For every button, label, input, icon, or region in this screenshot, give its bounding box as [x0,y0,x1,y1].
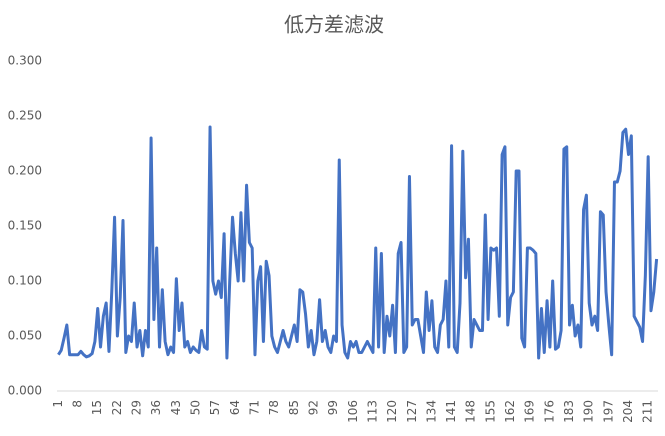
y-tick-label: 0.150 [8,219,42,233]
x-tick-label: 78 [267,400,281,415]
x-tick-label: 183 [562,400,576,423]
x-tick-label: 141 [444,400,458,423]
x-tick-label: 99 [326,400,340,415]
x-tick-label: 22 [110,400,124,415]
x-tick-label: 36 [149,400,163,415]
x-tick-label: 57 [208,400,222,415]
x-tick-label: 169 [523,400,537,423]
x-tick-label: 64 [228,400,242,415]
y-tick-label: 0.100 [8,274,42,288]
x-tick-label: 211 [641,400,655,423]
x-tick-label: 8 [71,400,85,408]
x-tick-label: 148 [464,400,478,423]
x-tick-label: 197 [601,400,615,423]
x-tick-label: 71 [247,400,261,415]
x-tick-label: 155 [483,400,497,423]
x-tick-label: 29 [130,400,144,415]
x-tick-label: 127 [405,400,419,423]
x-tick-label: 50 [189,400,203,415]
data-line [57,125,659,360]
x-tick-label: 190 [582,400,596,423]
x-tick-label: 92 [306,400,320,415]
y-tick-label: 0.250 [8,109,42,123]
y-tick-label: 0.200 [8,164,42,178]
x-tick-label: 85 [287,400,301,415]
x-tick-label: 162 [503,400,517,423]
x-tick-label: 120 [385,400,399,423]
x-tick-label: 134 [424,400,438,423]
x-tick-label: 15 [90,400,104,415]
y-tick-label: 0.000 [8,384,42,398]
chart-title: 低方差滤波 [284,13,384,37]
x-tick-label: 113 [365,400,379,423]
y-tick-label: 0.300 [8,54,42,68]
y-tick-label: 0.050 [8,329,42,343]
x-tick-label: 106 [346,400,360,423]
x-tick-label: 176 [542,400,556,423]
x-tick-label: 43 [169,400,183,415]
x-tick-label: 1 [51,400,65,408]
x-tick-label: 204 [621,400,635,423]
